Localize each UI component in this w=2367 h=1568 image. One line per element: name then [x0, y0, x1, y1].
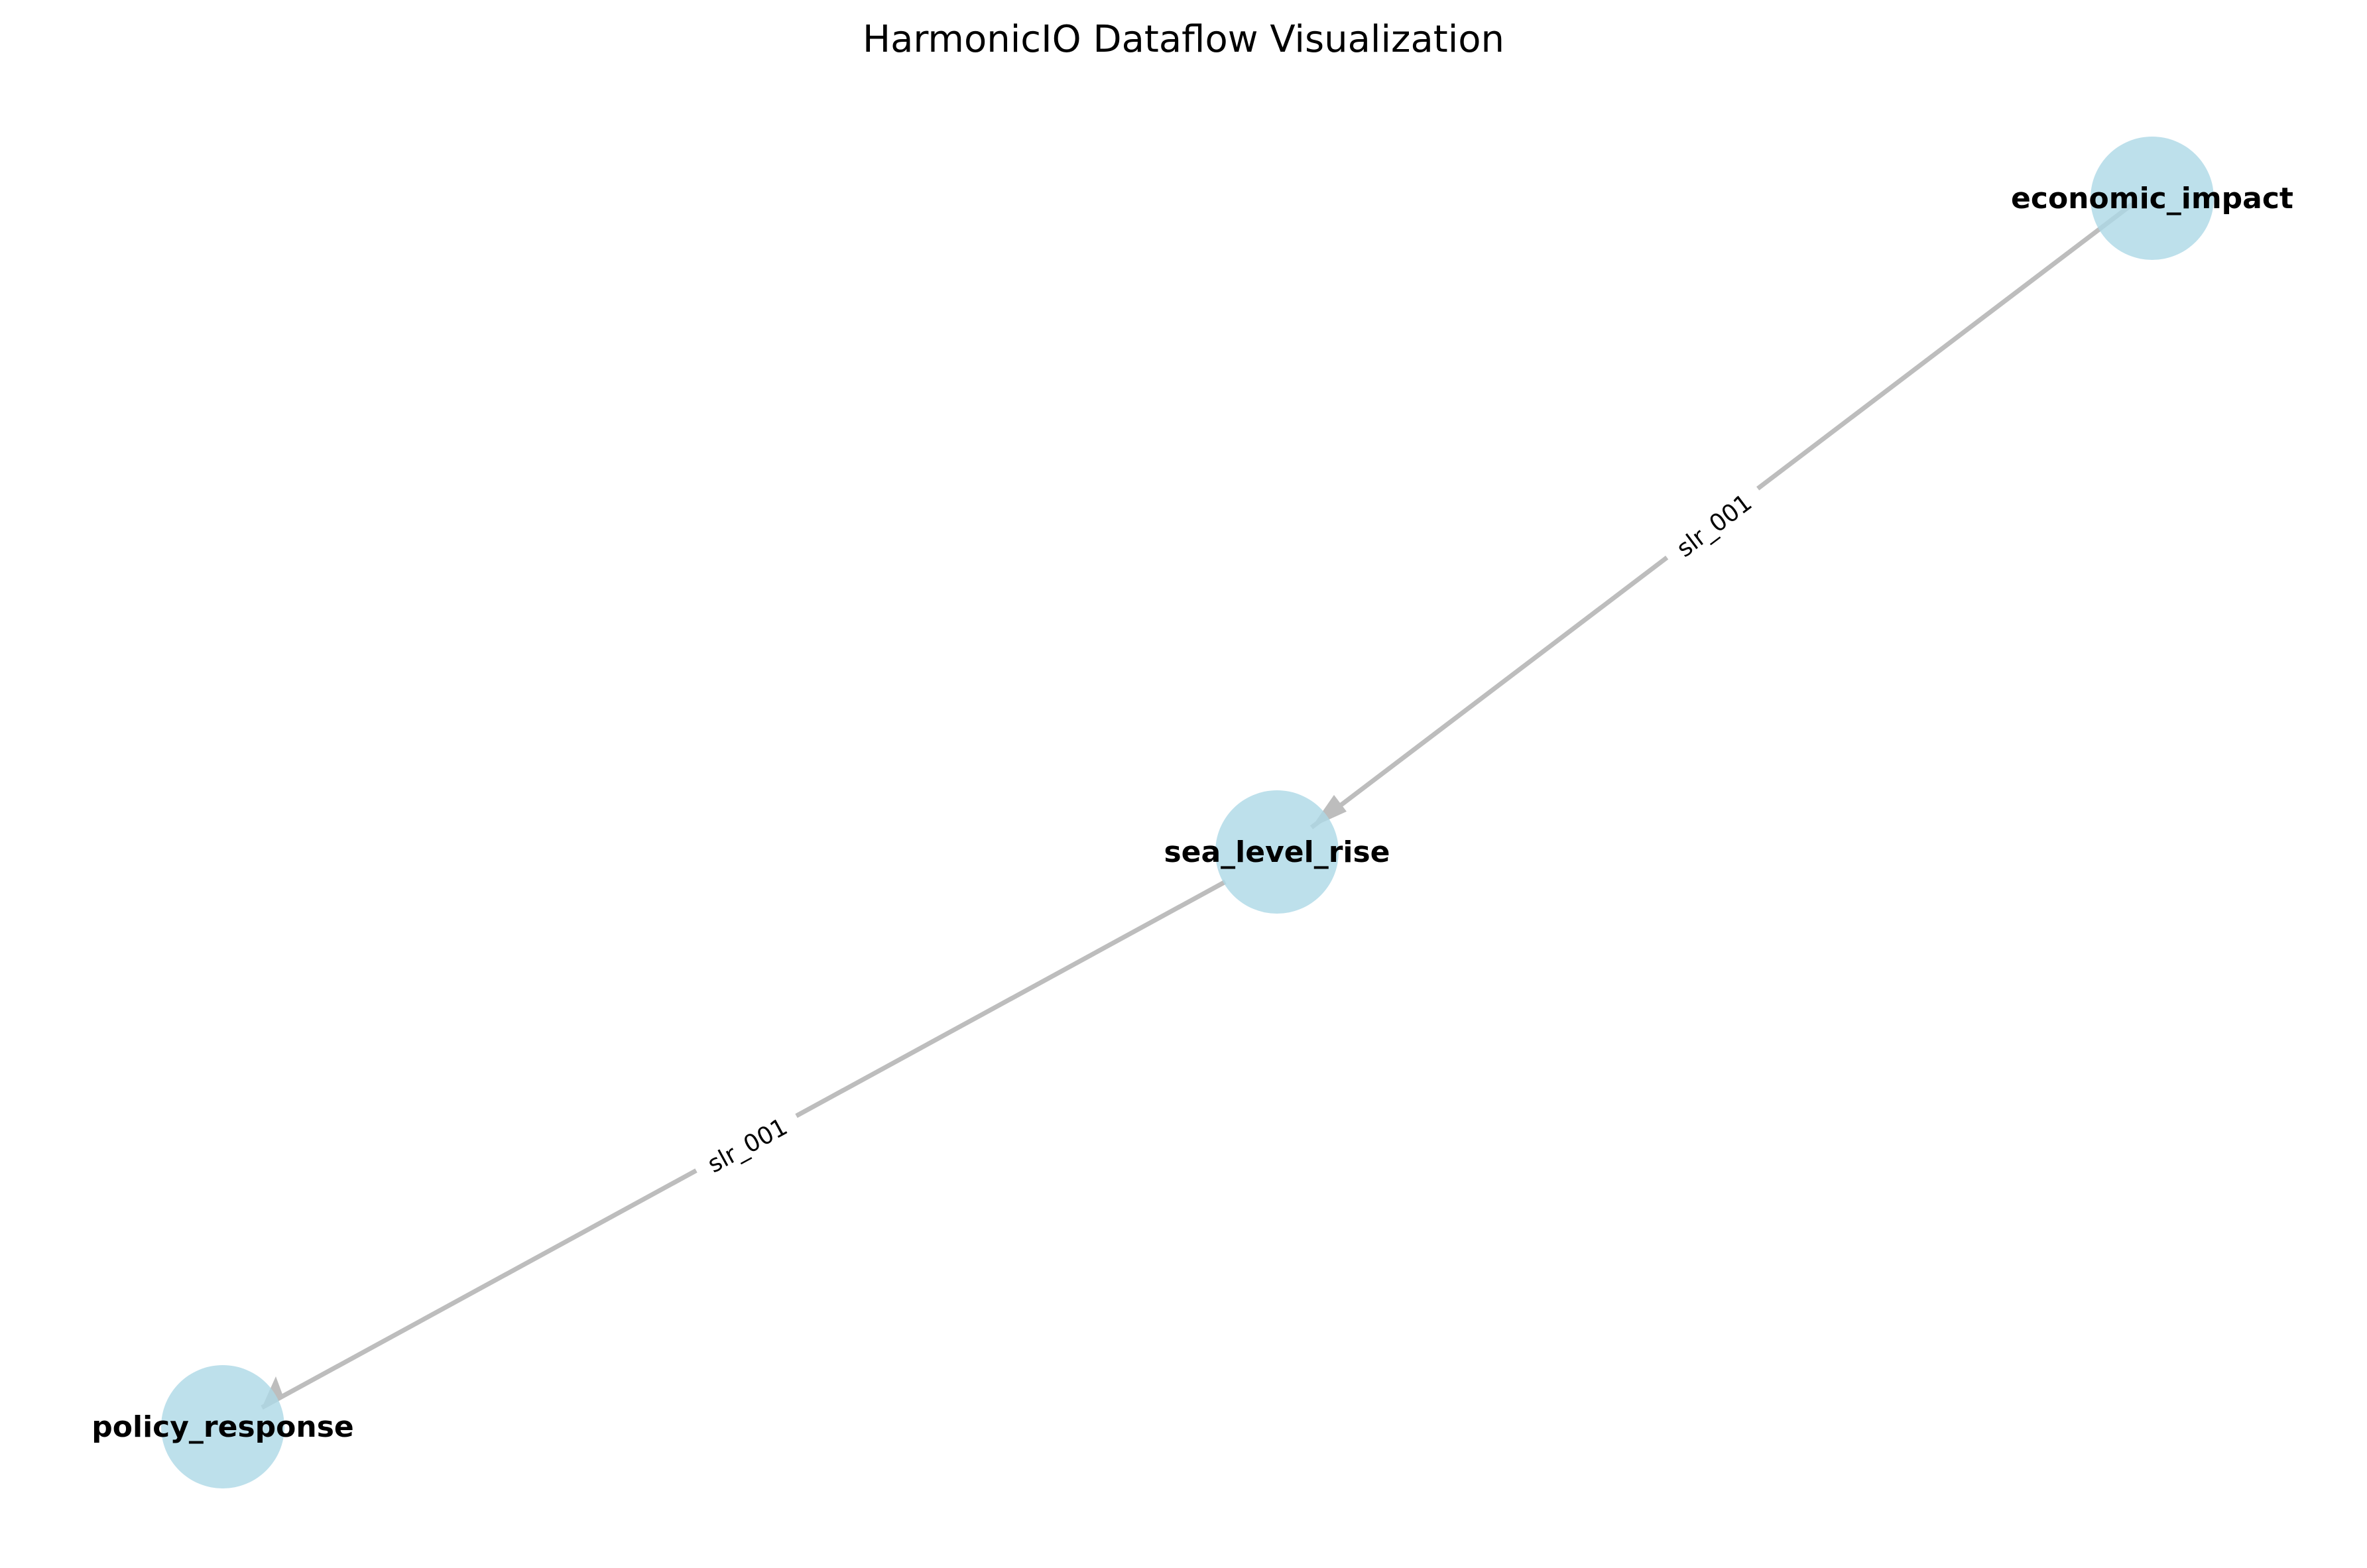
node-labels-layer: economic_impact sea_level_rise policy_re…: [91, 182, 2293, 1444]
node-policy-response: [161, 1365, 284, 1488]
node-label-policy-response: policy_response: [91, 1410, 353, 1444]
node-label-sea-level-rise: sea_level_rise: [1164, 835, 1390, 869]
edge-label-background: [688, 1101, 806, 1189]
diagram-title: HarmonicIO Dataflow Visualization: [863, 18, 1504, 61]
node-sea-level-rise: [1215, 790, 1339, 914]
node-label-economic-impact: economic_impact: [2011, 182, 2293, 215]
nodes-layer: [161, 137, 2214, 1488]
edge-label-background: [1657, 475, 1771, 575]
node-economic-impact: [2091, 137, 2214, 260]
